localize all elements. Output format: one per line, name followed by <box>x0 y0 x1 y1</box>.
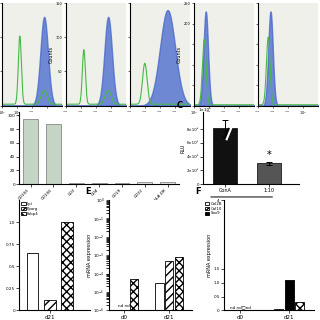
Text: C: C <box>176 101 182 110</box>
X-axis label: Sca1: Sca1 <box>154 118 166 123</box>
Bar <box>23 119 38 184</box>
Text: *: * <box>266 150 271 160</box>
Bar <box>46 124 61 184</box>
Bar <box>69 183 84 184</box>
Bar <box>155 283 164 320</box>
Bar <box>257 164 281 184</box>
Bar <box>27 253 38 310</box>
Text: nd nd: nd nd <box>118 304 130 308</box>
Bar <box>61 222 73 310</box>
Bar <box>44 300 56 310</box>
Y-axis label: Counts: Counts <box>177 46 182 63</box>
Bar <box>92 183 107 184</box>
Y-axis label: mRNA expression: mRNA expression <box>207 234 212 277</box>
X-axis label: CD45: CD45 <box>217 118 231 123</box>
Text: F: F <box>195 188 201 196</box>
Y-axis label: Counts: Counts <box>49 46 54 63</box>
Legend: Col2B, Col10, Sox9: Col2B, Col10, Sox9 <box>205 202 222 215</box>
Y-axis label: RLU: RLU <box>180 143 185 153</box>
Text: E: E <box>85 188 91 196</box>
Bar <box>165 261 173 320</box>
Bar <box>160 182 175 184</box>
Bar <box>274 309 283 310</box>
Bar <box>175 257 183 320</box>
Y-axis label: mRNA expression: mRNA expression <box>87 234 92 277</box>
Text: nd nd□nd: nd nd□nd <box>230 306 251 310</box>
Legend: Lpi, Pparg, Fabp4: Lpi, Pparg, Fabp4 <box>21 202 39 215</box>
Bar <box>138 182 152 184</box>
Bar <box>295 302 304 310</box>
Bar <box>213 128 237 184</box>
Text: MSC: MSC <box>236 200 247 205</box>
Text: 1×10⁷: 1×10⁷ <box>198 108 211 112</box>
X-axis label: CD73: CD73 <box>89 118 103 123</box>
Bar <box>130 279 138 320</box>
Bar <box>115 183 130 184</box>
Bar <box>285 280 294 310</box>
